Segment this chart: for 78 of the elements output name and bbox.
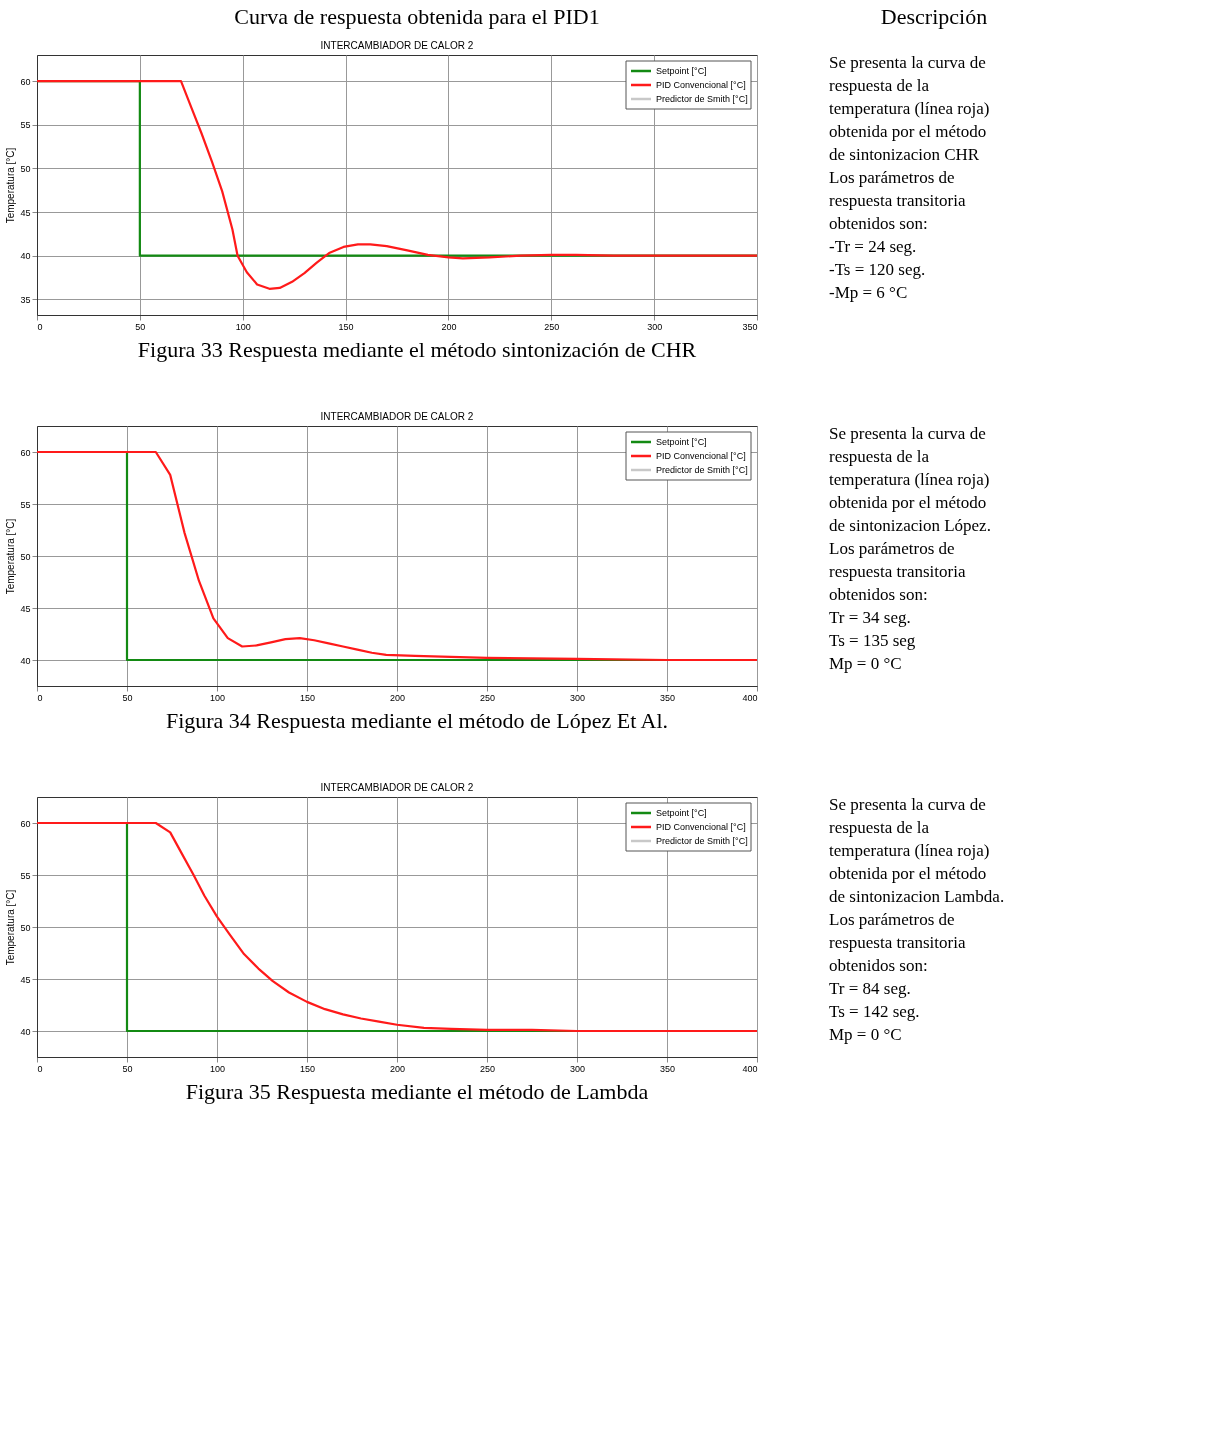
x-tick-label: 150 [299,692,316,703]
legend-label: Setpoint [°C] [656,437,707,447]
chart-title: INTERCAMBIADOR DE CALOR 2 [320,782,474,793]
y-tick-label: 45 [20,974,31,985]
x-tick-label: 100 [235,321,251,332]
x-tick-label: 200 [441,321,457,332]
text: Figura 35 Respuesta mediante el método de Lambda [185,1079,649,1104]
text: Figura 33 Respuesta mediante el método sintonización de CHR [137,337,697,362]
x-tick-label: 250 [544,321,560,332]
y-tick-label: 50 [20,163,31,174]
x-tick-label: 50 [135,321,146,332]
text: Se presenta la curva de respuesta de la temperatura (línea roja) obtenida por el método de sintonizacion Lambda. [829,795,1005,906]
x-tick-label: 300 [647,321,663,332]
text: -Tr = 24 seg. [829,236,917,256]
x-tick-label: 300 [569,1063,586,1074]
x-tick-label: 250 [479,1063,496,1074]
chart-title: INTERCAMBIADOR DE CALOR 2 [320,411,474,422]
text: Mp = 0 °C [829,653,902,673]
x-tick-label: 150 [338,321,354,332]
y-tick-label: 60 [20,447,31,458]
y-axis-title: Temperatura [°C] [5,518,17,595]
text: -Mp = 6 °C [829,282,908,302]
legend-label: Predictor de Smith [°C] [656,836,748,846]
y-tick-label: 45 [20,207,31,218]
x-tick-label: 150 [299,1063,316,1074]
y-tick-label: 55 [20,120,31,131]
y-tick-label: 35 [20,294,31,305]
legend-label: PID Convencional [°C] [656,80,746,90]
y-tick-label: 40 [20,251,31,262]
x-tick-label: 200 [389,1063,406,1074]
y-tick-label: 60 [20,818,31,829]
x-tick-label: 350 [659,1063,676,1074]
y-tick-label: 40 [20,1026,31,1037]
text: -Ts = 120 seg. [829,259,926,279]
legend-label: Setpoint [°C] [656,808,707,818]
text: Curva de respuesta obtenida para el PID1 [234,4,600,29]
legend-label: Predictor de Smith [°C] [656,465,748,475]
legend-label: PID Convencional [°C] [656,451,746,461]
y-tick-label: 60 [20,76,31,87]
x-tick-label: 350 [659,692,676,703]
x-tick-label: 50 [122,692,133,703]
text: Descripción [880,4,988,29]
x-tick-label: 50 [122,1063,133,1074]
text: Se presenta la curva de respuesta de la temperatura (línea roja) obtenida por el método de sintonizacion CHR [829,53,990,164]
chart-title: INTERCAMBIADOR DE CALOR 2 [320,40,474,51]
text: Ts = 135 seg [829,630,916,650]
y-tick-label: 40 [20,655,31,666]
y-tick-label: 50 [20,922,31,933]
x-tick-label: 250 [479,692,496,703]
y-tick-label: 45 [20,603,31,614]
x-tick-label: 400 [742,692,758,703]
x-tick-label: 0 [37,321,43,332]
y-tick-label: 50 [20,551,31,562]
text: Tr = 34 seg. [829,607,911,627]
text: Mp = 0 °C [829,1024,902,1044]
x-tick-label: 200 [389,692,406,703]
y-tick-label: 55 [20,870,31,881]
y-tick-label: 55 [20,499,31,510]
text: Ts = 142 seg. [829,1001,920,1021]
legend-label: Predictor de Smith [°C] [656,94,748,104]
y-axis-title: Temperatura [°C] [5,147,17,224]
text: Los parámetros de respuesta transitoria obtenidos son: [829,538,966,604]
x-tick-label: 0 [37,1063,43,1074]
x-tick-label: 0 [37,692,43,703]
text: Tr = 84 seg. [829,978,911,998]
x-tick-label: 100 [209,692,226,703]
y-axis-title: Temperatura [°C] [5,889,17,966]
legend-label: PID Convencional [°C] [656,822,746,832]
text: Los parámetros de respuesta transitoria obtenidos son: [829,909,966,975]
text: Se presenta la curva de respuesta de la temperatura (línea roja) obtenida por el método de sintonizacion López. [829,424,991,535]
text: Figura 34 Respuesta mediante el método de López Et Al. [165,708,669,733]
x-tick-label: 300 [569,692,586,703]
x-tick-label: 400 [742,1063,758,1074]
x-tick-label: 350 [742,321,758,332]
text: Los parámetros de respuesta transitoria obtenidos son: [829,167,966,233]
x-tick-label: 100 [209,1063,226,1074]
line-series [35,80,759,290]
legend-label: Setpoint [°C] [656,66,707,76]
